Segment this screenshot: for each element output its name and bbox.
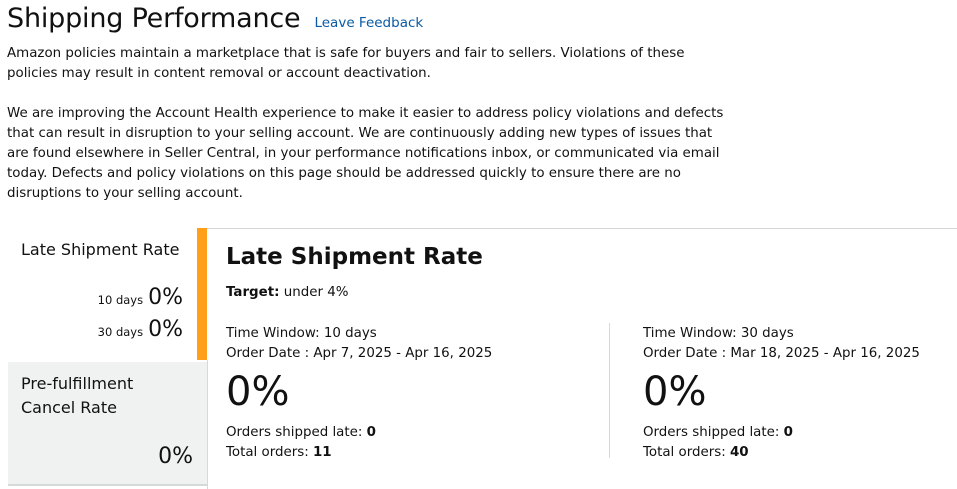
rate-value: 0% [643, 369, 707, 415]
total-orders-label: Total orders: [643, 445, 730, 460]
total-orders-value: 11 [312, 445, 332, 460]
shipped-late-value: 0 [366, 425, 376, 440]
sidebar-tab-title: Late Shipment Rate [21, 240, 180, 259]
sidebar-tab-title: Pre-fulfillment Cancel Rate [21, 374, 134, 417]
total-orders-label: Total orders: [226, 445, 313, 460]
time-window: Time Window: 30 days [643, 326, 794, 341]
column-divider [609, 323, 610, 458]
selected-tab-indicator [197, 228, 207, 360]
metric-window-10-days: Time Window: 10 days Order Date : Apr 7,… [226, 324, 526, 463]
divider [207, 360, 208, 489]
divider [8, 484, 207, 486]
shipped-late-value: 0 [783, 425, 793, 440]
stat-value: 0% [148, 285, 183, 310]
stat-value: 0% [148, 317, 183, 342]
intro-paragraph-2: We are improving the Account Health expe… [7, 106, 724, 201]
sidebar-tab-late-shipment-rate[interactable] [8, 228, 198, 360]
time-window: Time Window: 10 days [226, 326, 377, 341]
leave-feedback-link[interactable]: Leave Feedback [314, 15, 424, 31]
panel-border [207, 228, 957, 229]
page-header: Shipping Performance Leave Feedback [7, 3, 423, 34]
sidebar-tab-pre-fulfillment-cancel-rate[interactable] [8, 362, 207, 484]
sidebar-stat-30-days: 30 days 0% [98, 317, 183, 342]
order-date-range: Order Date : Apr 7, 2025 - Apr 16, 2025 [226, 346, 493, 361]
stat-label: 30 days [97, 325, 144, 339]
stat-value: 0% [158, 444, 193, 469]
stat-label: 10 days [97, 293, 144, 307]
target-value: under 4% [279, 285, 349, 300]
page-title: Shipping Performance [7, 3, 301, 34]
total-orders: Total orders: 40 [643, 443, 943, 463]
rate-value: 0% [226, 369, 290, 415]
intro-paragraph-1: Amazon policies maintain a marketplace t… [7, 46, 685, 81]
panel-title: Late Shipment Rate [226, 244, 483, 270]
metric-window-30-days: Time Window: 30 days Order Date : Mar 18… [643, 324, 943, 463]
orders-shipped-late: Orders shipped late: 0 [226, 423, 526, 443]
total-orders: Total orders: 11 [226, 443, 526, 463]
total-orders-value: 40 [729, 445, 749, 460]
shipped-late-label: Orders shipped late: [643, 425, 784, 440]
sidebar-stat-10-days: 10 days 0% [98, 285, 183, 310]
target-label: Target: [226, 285, 280, 300]
shipped-late-label: Orders shipped late: [226, 425, 367, 440]
order-date-range: Order Date : Mar 18, 2025 - Apr 16, 2025 [643, 346, 920, 361]
orders-shipped-late: Orders shipped late: 0 [643, 423, 943, 443]
target-line: Target: under 4% [226, 285, 348, 300]
